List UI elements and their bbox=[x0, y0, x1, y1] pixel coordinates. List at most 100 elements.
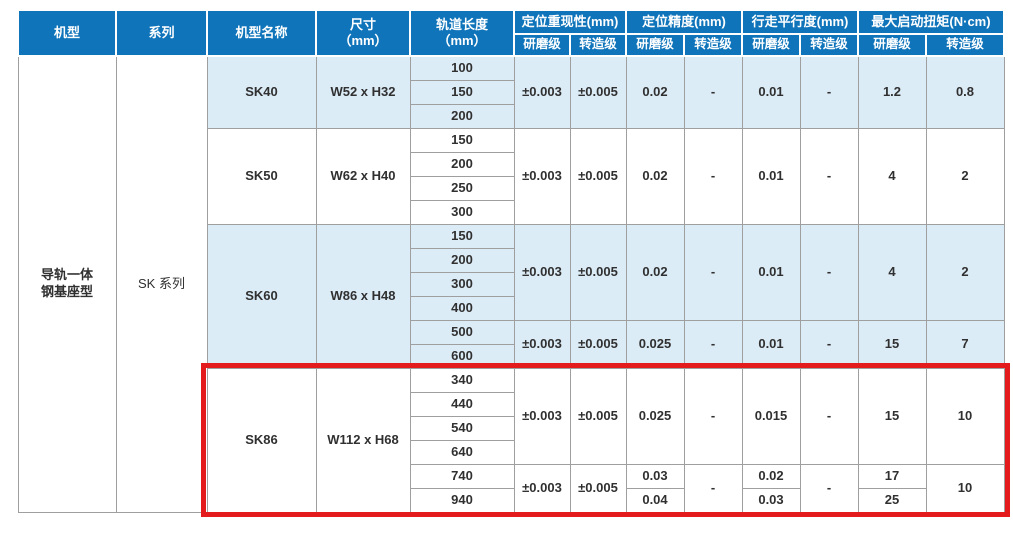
spec-cell-parallelism-rolled: - bbox=[799, 319, 859, 369]
length-cell: 200 bbox=[409, 247, 515, 273]
table-header: 机型 系列 机型名称 尺寸 （mm） 轨道长度 （mm） 定位重现性(mm) 定… bbox=[17, 9, 1005, 57]
table-row: 640 bbox=[18, 439, 1004, 465]
spec-cell-accuracy-rolled: - bbox=[683, 367, 743, 465]
spec-cell-accuracy-ground: 0.02 bbox=[625, 55, 685, 129]
length-cell: 150 bbox=[409, 79, 515, 105]
header-model-name: 机型名称 bbox=[206, 9, 317, 57]
length-cell: 600 bbox=[409, 343, 515, 369]
spec-cell-torque-ground: 17 bbox=[857, 463, 927, 489]
table-row: 500 ±0.003 ±0.005 0.025 - 0.01 - 15 7 bbox=[18, 319, 1005, 369]
length-cell: 150 bbox=[409, 223, 515, 249]
header-series: 系列 bbox=[115, 9, 208, 57]
spec-cell-torque-ground: 15 bbox=[857, 319, 927, 369]
header-sub-row: 研磨级 转造级 研磨级 转造级 研磨级 转造级 研磨级 转造级 bbox=[18, 33, 1005, 57]
spec-cell-accuracy-ground: 0.03 bbox=[625, 463, 685, 489]
length-cell: 440 bbox=[409, 391, 515, 417]
spec-cell-accuracy-ground: 0.04 bbox=[625, 487, 685, 513]
model-cell-sk40: SK40 bbox=[206, 55, 317, 129]
spec-cell-parallelism-ground: 0.015 bbox=[741, 367, 801, 465]
spec-cell-accuracy-ground: 0.025 bbox=[625, 367, 685, 465]
table-row: 导轨一体 钢基座型 SK 系列 SK40 W52 x H32 100 ±0.00… bbox=[17, 55, 1005, 513]
spec-cell-torque-rolled: 2 bbox=[925, 223, 1005, 321]
header-group-repeatability: 定位重现性(mm) bbox=[513, 9, 627, 35]
size-cell: W52 x H32 bbox=[315, 55, 411, 129]
machine-type-cell: 导轨一体 钢基座型 bbox=[17, 55, 117, 513]
length-cell: 500 bbox=[409, 319, 515, 345]
length-cell: 250 bbox=[409, 175, 515, 201]
spec-cell-parallelism-rolled: - bbox=[799, 367, 859, 465]
table-row: 250 bbox=[18, 175, 1004, 201]
table-row: SK50 W62 x H40 150 ±0.003 ±0.005 0.02 - … bbox=[18, 127, 1005, 225]
spec-cell-repeatability-ground: ±0.003 bbox=[513, 127, 571, 225]
spec-cell-torque-rolled: 0.8 bbox=[925, 55, 1005, 129]
spec-cell-parallelism-rolled: - bbox=[799, 463, 859, 513]
length-cell: 400 bbox=[409, 295, 515, 321]
spec-cell-parallelism-ground: 0.01 bbox=[741, 127, 801, 225]
header-group-accuracy: 定位精度(mm) bbox=[625, 9, 743, 35]
length-cell: 940 bbox=[409, 487, 515, 513]
length-cell: 100 bbox=[409, 55, 515, 81]
spec-cell-repeatability-rolled: ±0.005 bbox=[569, 223, 627, 321]
table-row: SK60 W86 x H48 150 ±0.003 ±0.005 0.02 - … bbox=[18, 223, 1005, 369]
table-row: 200 bbox=[18, 151, 1004, 177]
table-row: 200 bbox=[18, 103, 1004, 129]
length-cell: 200 bbox=[409, 103, 515, 129]
spec-cell-parallelism-ground: 0.01 bbox=[741, 319, 801, 369]
spec-cell-accuracy-rolled: - bbox=[683, 319, 743, 369]
model-cell-sk50: SK50 bbox=[206, 127, 317, 225]
spec-cell-accuracy-rolled: - bbox=[683, 55, 743, 129]
table-body: 导轨一体 钢基座型 SK 系列 SK40 W52 x H32 100 ±0.00… bbox=[17, 55, 1005, 513]
length-cell: 300 bbox=[409, 271, 515, 297]
spec-cell-repeatability-rolled: ±0.005 bbox=[569, 463, 627, 513]
length-cell: 740 bbox=[409, 463, 515, 489]
spec-cell-torque-ground: 15 bbox=[857, 367, 927, 465]
table-row: 200 bbox=[18, 247, 1004, 273]
spec-cell-repeatability-rolled: ±0.005 bbox=[569, 127, 627, 225]
spec-cell-torque-rolled: 2 bbox=[925, 127, 1005, 225]
spec-cell-torque-rolled: 7 bbox=[925, 319, 1005, 369]
header-group-row: 机型 系列 机型名称 尺寸 （mm） 轨道长度 （mm） 定位重现性(mm) 定… bbox=[17, 9, 1005, 57]
spec-cell-torque-ground: 4 bbox=[857, 127, 927, 225]
table-row: 400 bbox=[18, 295, 1004, 321]
spec-cell-parallelism-ground: 0.03 bbox=[741, 487, 801, 513]
model-cell-sk86: SK86 bbox=[206, 367, 317, 513]
spec-cell-repeatability-rolled: ±0.005 bbox=[569, 55, 627, 129]
length-cell: 150 bbox=[409, 127, 515, 153]
spec-cell-torque-rolled: 10 bbox=[925, 463, 1005, 513]
spec-cell-repeatability-rolled: ±0.005 bbox=[569, 319, 627, 369]
spec-cell-accuracy-rolled: - bbox=[683, 127, 743, 225]
header-group-torque: 最大启动扭矩(N·cm) bbox=[857, 9, 1005, 35]
header-rail-length: 轨道长度 （mm） bbox=[409, 9, 515, 57]
subheader-ground: 研磨级 bbox=[513, 33, 571, 57]
subheader-ground: 研磨级 bbox=[625, 33, 685, 57]
spec-cell-torque-ground: 4 bbox=[857, 223, 927, 321]
spec-cell-parallelism-rolled: - bbox=[799, 55, 859, 129]
subheader-ground: 研磨级 bbox=[741, 33, 801, 57]
spec-cell-accuracy-rolled: - bbox=[683, 223, 743, 321]
spec-cell-torque-ground: 25 bbox=[857, 487, 927, 513]
size-cell: W112 x H68 bbox=[315, 367, 411, 513]
table-row: 740 ±0.003 ±0.005 0.03 - 0.02 - 17 10 bbox=[18, 463, 1005, 513]
table-row: 440 bbox=[18, 391, 1004, 417]
subheader-ground: 研磨级 bbox=[857, 33, 927, 57]
spec-cell-accuracy-ground: 0.025 bbox=[625, 319, 685, 369]
spec-cell-torque-ground: 1.2 bbox=[857, 55, 927, 129]
subheader-rolled: 转造级 bbox=[569, 33, 627, 57]
spec-cell-parallelism-ground: 0.02 bbox=[741, 463, 801, 489]
header-machine-type: 机型 bbox=[17, 9, 117, 57]
spec-cell-repeatability-ground: ±0.003 bbox=[513, 463, 571, 513]
header-dimensions: 尺寸 （mm） bbox=[315, 9, 411, 57]
spec-cell-accuracy-ground: 0.02 bbox=[625, 127, 685, 225]
table-row: SK86 W112 x H68 340 ±0.003 ±0.005 0.025 … bbox=[18, 367, 1005, 513]
spec-cell-parallelism-ground: 0.01 bbox=[741, 55, 801, 129]
spec-cell-accuracy-rolled: - bbox=[683, 463, 743, 513]
spec-cell-accuracy-ground: 0.02 bbox=[625, 223, 685, 321]
spec-cell-parallelism-rolled: - bbox=[799, 223, 859, 321]
spec-cell-parallelism-rolled: - bbox=[799, 127, 859, 225]
subheader-rolled: 转造级 bbox=[799, 33, 859, 57]
length-cell: 540 bbox=[409, 415, 515, 441]
spec-cell-repeatability-ground: ±0.003 bbox=[513, 223, 571, 321]
header-group-parallelism: 行走平行度(mm) bbox=[741, 9, 859, 35]
subheader-rolled: 转造级 bbox=[925, 33, 1005, 57]
